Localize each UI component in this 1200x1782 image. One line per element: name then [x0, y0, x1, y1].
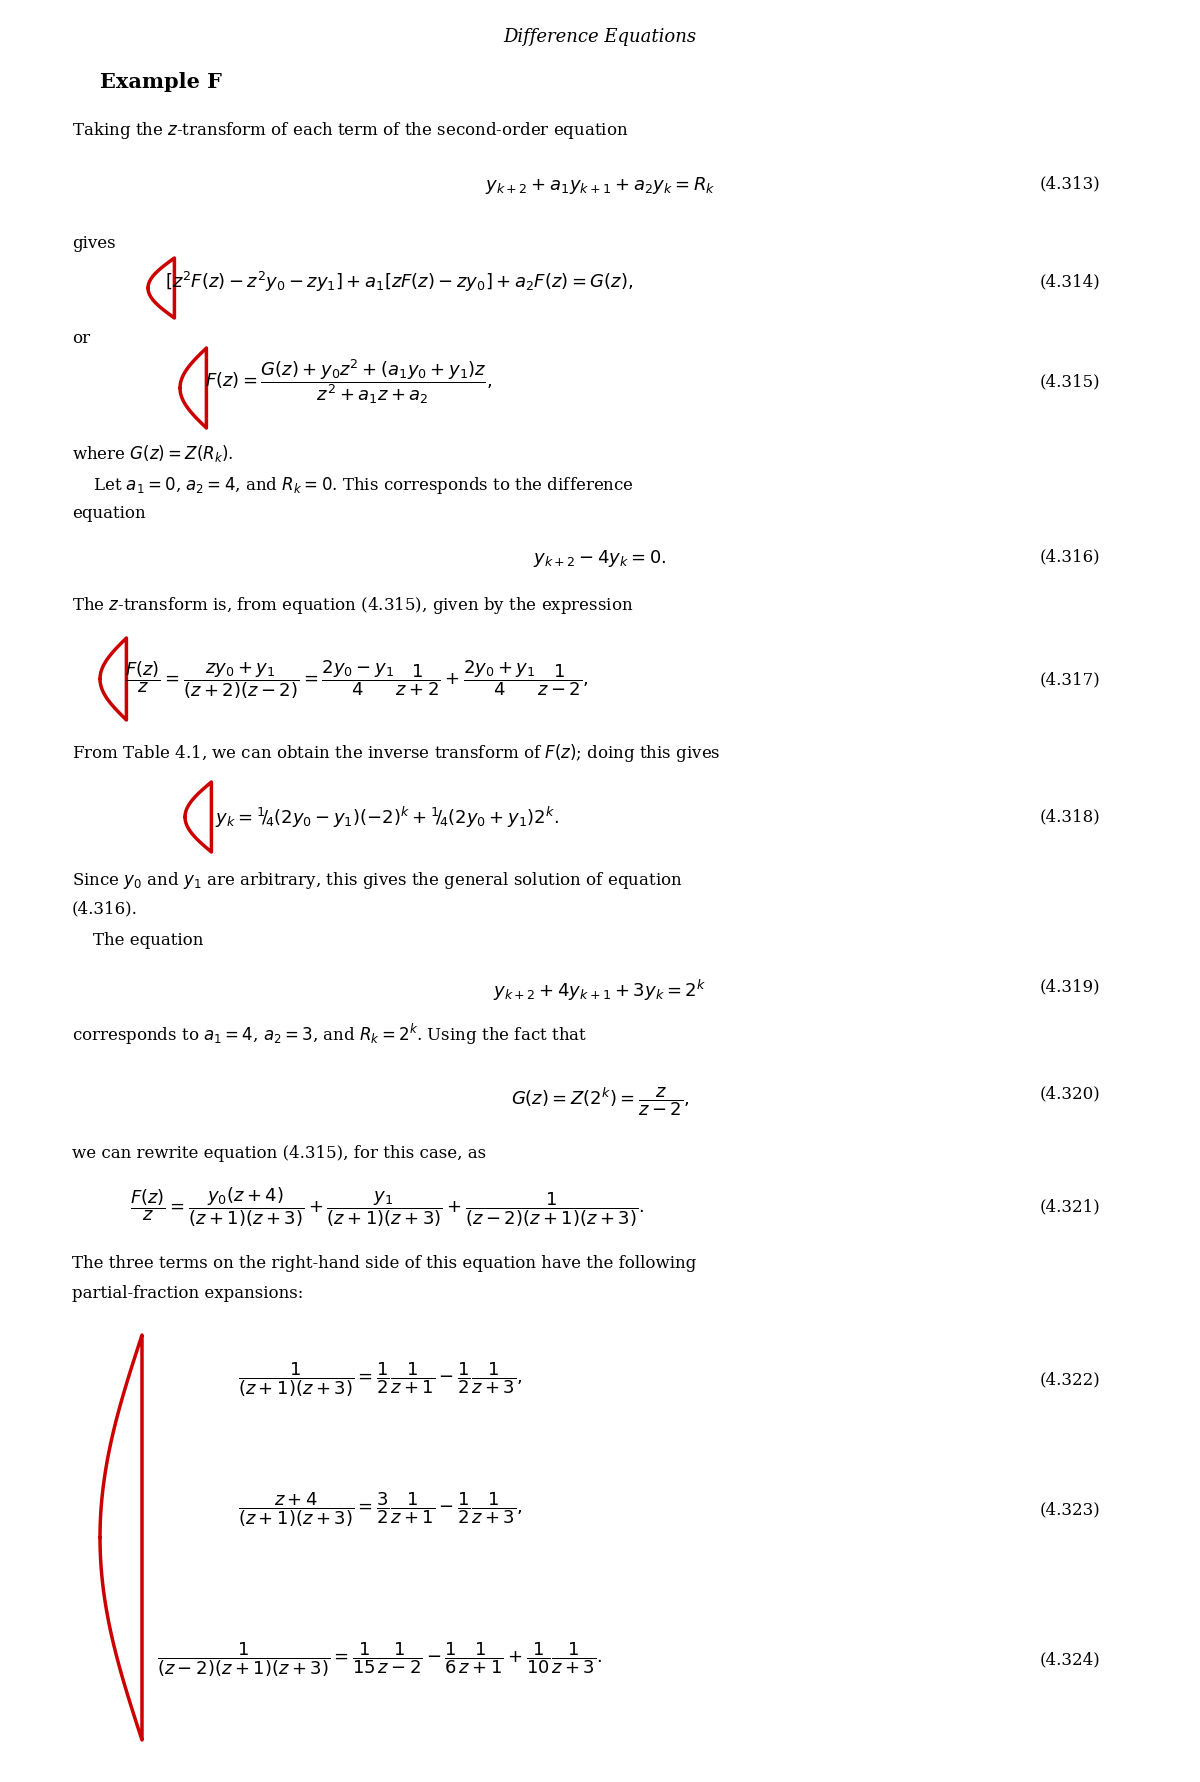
- Text: $F(z) = \dfrac{G(z) + y_0 z^2 + (a_1 y_0 + y_1)z}{z^2 + a_1 z + a_2},$: $F(z) = \dfrac{G(z) + y_0 z^2 + (a_1 y_0…: [205, 358, 492, 406]
- Text: (4.319): (4.319): [1039, 978, 1100, 994]
- Text: Example F: Example F: [100, 71, 222, 93]
- Text: or: or: [72, 330, 90, 347]
- Text: $y_k = {^1\!/\!_4}(2y_0 - y_1)(-2)^k + {^1\!/\!_4}(2y_0 + y_1)2^k.$: $y_k = {^1\!/\!_4}(2y_0 - y_1)(-2)^k + {…: [215, 804, 559, 830]
- Text: (4.313): (4.313): [1039, 175, 1100, 192]
- Text: where $G(z) = Z(R_k)$.: where $G(z) = Z(R_k)$.: [72, 444, 234, 463]
- Text: Taking the $z$-transform of each term of the second-order equation: Taking the $z$-transform of each term of…: [72, 119, 629, 141]
- Text: $\dfrac{1}{(z+1)(z+3)} = \dfrac{1}{2}\dfrac{1}{z+1} - \dfrac{1}{2}\dfrac{1}{z+3}: $\dfrac{1}{(z+1)(z+3)} = \dfrac{1}{2}\df…: [238, 1361, 522, 1399]
- Text: gives: gives: [72, 235, 115, 251]
- Text: The equation: The equation: [72, 932, 203, 950]
- Text: $y_{k+2} + a_1 y_{k+1} + a_2 y_k = R_k$: $y_{k+2} + a_1 y_{k+1} + a_2 y_k = R_k$: [485, 175, 715, 196]
- Text: (4.323): (4.323): [1039, 1502, 1100, 1518]
- Text: Difference Equations: Difference Equations: [504, 29, 696, 46]
- Text: Since $y_0$ and $y_1$ are arbitrary, this gives the general solution of equation: Since $y_0$ and $y_1$ are arbitrary, thi…: [72, 870, 683, 891]
- Text: corresponds to $a_1 = 4$, $a_2 = 3$, and $R_k = 2^k$. Using the fact that: corresponds to $a_1 = 4$, $a_2 = 3$, and…: [72, 1023, 587, 1048]
- Text: $y_{k+2} + 4y_{k+1} + 3y_k = 2^k$: $y_{k+2} + 4y_{k+1} + 3y_k = 2^k$: [493, 978, 707, 1003]
- Text: $\dfrac{1}{(z-2)(z+1)(z+3)} = \dfrac{1}{15}\dfrac{1}{z-2} - \dfrac{1}{6}\dfrac{1: $\dfrac{1}{(z-2)(z+1)(z+3)} = \dfrac{1}{…: [157, 1641, 602, 1679]
- Text: (4.316): (4.316): [1039, 549, 1100, 565]
- Text: From Table 4.1, we can obtain the inverse transform of $F(z)$; doing this gives: From Table 4.1, we can obtain the invers…: [72, 741, 720, 764]
- Text: (4.318): (4.318): [1039, 809, 1100, 825]
- Text: we can rewrite equation (4.315), for this case, as: we can rewrite equation (4.315), for thi…: [72, 1146, 486, 1162]
- Text: The three terms on the right-hand side of this equation have the following: The three terms on the right-hand side o…: [72, 1255, 696, 1272]
- Text: (4.317): (4.317): [1039, 672, 1100, 688]
- Text: $y_{k+2} - 4y_k = 0.$: $y_{k+2} - 4y_k = 0.$: [533, 549, 667, 568]
- Text: $\dfrac{F(z)}{z} = \dfrac{y_0(z+4)}{(z+1)(z+3)} + \dfrac{y_1}{(z+1)(z+3)} + \dfr: $\dfrac{F(z)}{z} = \dfrac{y_0(z+4)}{(z+1…: [130, 1185, 644, 1230]
- Text: (4.324): (4.324): [1039, 1652, 1100, 1668]
- Text: $[z^2 F(z) - z^2 y_0 - z y_1] + a_1[zF(z) - zy_0] + a_2 F(z) = G(z),$: $[z^2 F(z) - z^2 y_0 - z y_1] + a_1[zF(z…: [166, 269, 634, 294]
- Text: The $z$-transform is, from equation (4.315), given by the expression: The $z$-transform is, from equation (4.3…: [72, 595, 634, 617]
- Text: (4.314): (4.314): [1039, 273, 1100, 290]
- Text: (4.320): (4.320): [1039, 1085, 1100, 1101]
- Text: equation: equation: [72, 504, 145, 522]
- Text: (4.316).: (4.316).: [72, 900, 138, 918]
- Text: partial-fraction expansions:: partial-fraction expansions:: [72, 1285, 304, 1303]
- Text: Let $a_1 = 0$, $a_2 = 4$, and $R_k = 0$. This corresponds to the difference: Let $a_1 = 0$, $a_2 = 4$, and $R_k = 0$.…: [72, 476, 634, 495]
- Text: (4.315): (4.315): [1039, 374, 1100, 390]
- Text: $G(z) = Z(2^k) = \dfrac{z}{z-2},$: $G(z) = Z(2^k) = \dfrac{z}{z-2},$: [511, 1085, 689, 1117]
- Text: (4.321): (4.321): [1039, 1199, 1100, 1215]
- Text: $\dfrac{z+4}{(z+1)(z+3)} = \dfrac{3}{2}\dfrac{1}{z+1} - \dfrac{1}{2}\dfrac{1}{z+: $\dfrac{z+4}{(z+1)(z+3)} = \dfrac{3}{2}\…: [238, 1492, 522, 1529]
- Text: $\dfrac{F(z)}{z} = \dfrac{zy_0 + y_1}{(z+2)(z-2)} = \dfrac{2y_0 - y_1}{4} \dfrac: $\dfrac{F(z)}{z} = \dfrac{zy_0 + y_1}{(z…: [125, 659, 588, 702]
- Text: (4.322): (4.322): [1039, 1372, 1100, 1388]
